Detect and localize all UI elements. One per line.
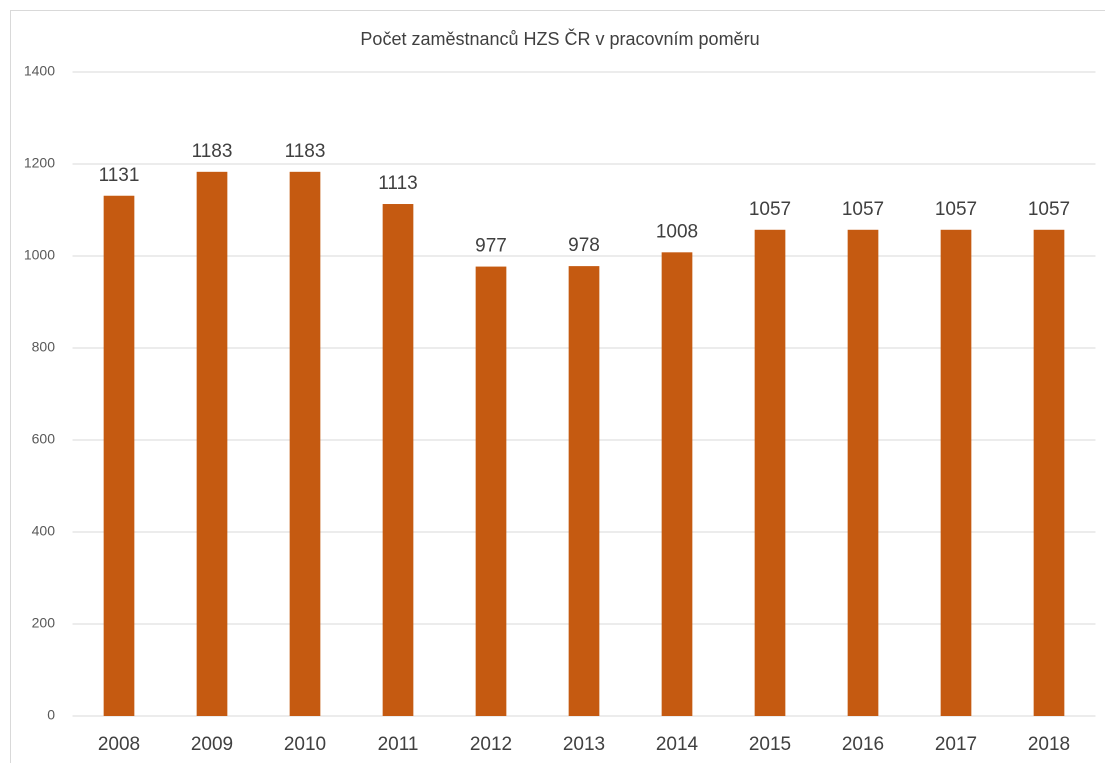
x-tick-label: 2018 [1028, 734, 1070, 755]
data-label: 1113 [378, 173, 417, 194]
data-label: 1131 [99, 165, 140, 186]
data-label: 977 [475, 236, 507, 257]
bar [754, 229, 786, 716]
bar [661, 252, 693, 716]
bar [289, 171, 321, 716]
x-tick-label: 2010 [284, 734, 326, 755]
x-tick-label: 2012 [470, 734, 512, 755]
data-label: 1183 [192, 141, 233, 162]
x-tick-label: 2011 [378, 734, 419, 755]
data-label: 978 [568, 235, 600, 256]
bar [196, 171, 228, 716]
x-tick-label: 2017 [935, 734, 977, 755]
y-tick-label: 1000 [24, 247, 55, 263]
x-tick-label: 2015 [749, 734, 791, 755]
data-label: 1057 [749, 199, 791, 220]
y-tick-label: 200 [32, 615, 56, 631]
data-label: 1057 [935, 199, 977, 220]
bar [847, 229, 879, 716]
bar [103, 195, 135, 717]
y-tick-label: 600 [32, 431, 56, 447]
bar [940, 229, 972, 716]
y-tick-label: 1400 [24, 63, 55, 79]
data-label: 1008 [656, 221, 698, 242]
data-label: 1057 [842, 199, 884, 220]
data-label: 1183 [285, 141, 326, 162]
bar [568, 266, 600, 716]
x-tick-label: 2013 [563, 734, 605, 755]
y-tick-label: 0 [47, 707, 55, 723]
x-tick-label: 2014 [656, 734, 699, 755]
x-tick-label: 2009 [191, 734, 233, 755]
bar [475, 266, 507, 716]
chart-border [10, 10, 1105, 763]
data-label: 1057 [1028, 199, 1070, 220]
x-tick-label: 2016 [842, 734, 884, 755]
x-tick-label: 2008 [98, 734, 140, 755]
chart-title: Počet zaměstnanců HZS ČR v pracovním pom… [360, 28, 759, 49]
y-tick-label: 400 [32, 523, 56, 539]
y-tick-label: 800 [32, 339, 56, 355]
bar [1033, 229, 1065, 716]
y-tick-label: 1200 [24, 155, 55, 171]
bar [382, 204, 414, 716]
